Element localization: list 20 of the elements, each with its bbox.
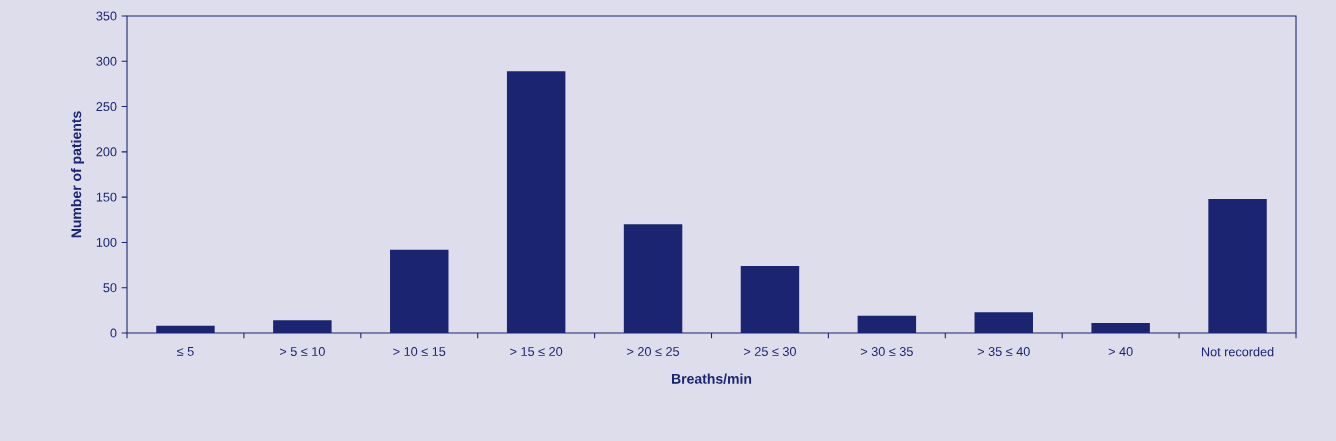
x-tick-label: ≤ 5 xyxy=(177,347,194,356)
x-tick-label: > 40 xyxy=(1108,347,1133,356)
y-tick-label: 350 xyxy=(96,11,117,21)
y-tick-label: 50 xyxy=(103,283,117,293)
y-tick-label: 100 xyxy=(96,237,117,247)
y-tick-label: 300 xyxy=(96,56,117,66)
x-tick-label: > 25 ≤ 30 xyxy=(744,347,796,356)
x-tick-label: > 15 ≤ 20 xyxy=(510,347,563,356)
x-tick-label: > 10 ≤ 15 xyxy=(393,347,446,356)
x-tick-label: > 35 ≤ 40 xyxy=(977,347,1030,356)
y-axis-title: Number of patients xyxy=(70,111,85,238)
y-tick-label: 0 xyxy=(110,328,117,338)
x-tick-label: > 20 ≤ 25 xyxy=(627,347,680,356)
x-tick-label: > 5 ≤ 10 xyxy=(279,347,325,356)
y-tick-label: 250 xyxy=(96,102,117,112)
y-tick-label: 150 xyxy=(96,192,117,202)
x-tick-label: > 30 ≤ 35 xyxy=(860,347,913,356)
x-axis-title: Breaths/min xyxy=(671,373,752,384)
x-tick-label: Not recorded xyxy=(1201,347,1274,357)
y-tick-label: 200 xyxy=(96,147,117,157)
